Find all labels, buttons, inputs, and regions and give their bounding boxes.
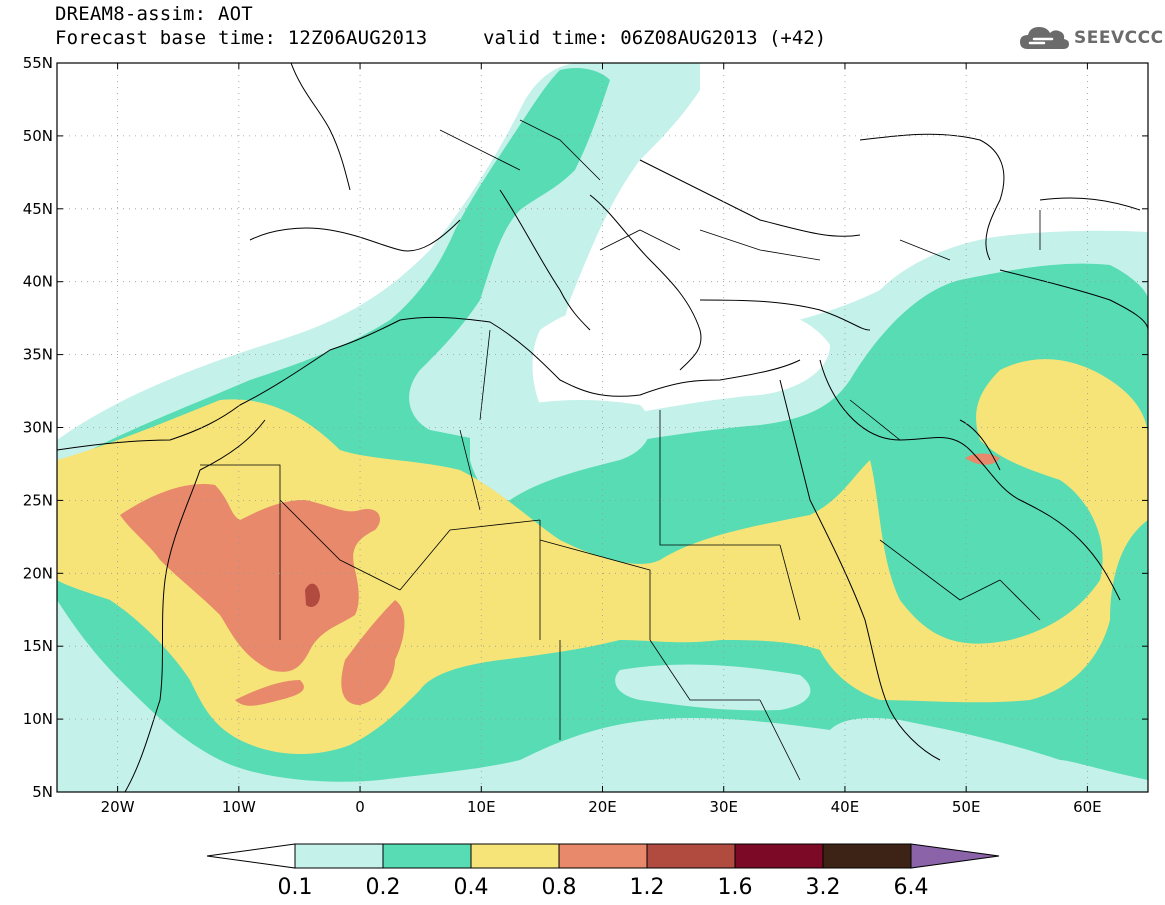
coastlines [57,63,1148,792]
lon-tick-label: 60E [1073,798,1102,816]
colorbar-swatch [294,843,384,869]
contour-0.8 [120,484,380,672]
contour-0.8-gulf [965,453,1000,465]
contour-0.1-south [615,664,811,711]
colorbar-label: 1.2 [630,875,665,900]
lon-tick-label: 30E [709,798,738,816]
forecast-base-time: Forecast base time: 12Z06AUG2013 [55,27,428,49]
lon-tick-label: 50E [952,798,981,816]
lat-tick-label: 50N [23,127,53,145]
colorbar-label: 1.6 [718,875,753,900]
lat-tick-label: 45N [23,200,53,218]
lat-tick-label: 10N [23,710,53,728]
logo-text: SEEVCCC [1074,28,1164,48]
colorbar-label: 0.4 [454,875,489,900]
colorbar-swatch [734,843,824,869]
colorbar-arrow-high [910,843,1000,869]
colorbar-label: 3.2 [806,875,841,900]
colorbar-swatch [470,843,560,869]
colorbar-label: 0.8 [542,875,577,900]
lat-tick-label: 15N [23,637,53,655]
contour-0.1-west [57,726,177,792]
valid-time: valid time: 06Z08AUG2013 (+42) [483,27,827,49]
colorbar-swatch [646,843,736,869]
lat-tick-label: 35N [23,346,53,364]
lat-tick-label: 30N [23,419,53,437]
lon-tick-label: 10W [222,798,256,816]
colorbar-arrow-low [206,843,296,869]
country-borders [200,119,1041,781]
colorbar-label: 0.1 [278,875,313,900]
lon-tick-label: 20E [588,798,617,816]
contour-0.8-south [341,600,405,705]
lat-tick-label: 25N [23,491,53,509]
colorbar-swatch [558,843,648,869]
lat-tick-label: 40N [23,273,53,291]
lon-tick-label: 40E [831,798,860,816]
contour-0.4-africa [57,359,1148,755]
lon-tick-label: 20W [101,798,135,816]
map-title: DREAM8-assim: AOT [55,3,253,25]
clear-central-med [532,298,830,418]
cloud-icon [1020,27,1069,49]
lon-tick-label: 10E [467,798,496,816]
seevccc-logo: SEEVCCC [1018,23,1164,53]
lat-tick-label: 20N [23,564,53,582]
colorbar-swatch [822,843,912,869]
map-ticks: 20W 10W 0 10E 20E 30E 40E 50E 60E 55N 50N 45N 40N 35N… [23,54,1148,816]
colorbar-label: 6.4 [894,875,929,900]
contour-1.2 [305,583,320,607]
lat-tick-label: 5N [32,783,53,801]
lat-tick-label: 55N [23,54,53,72]
colorbar-swatch [382,843,472,869]
lon-tick-label: 0 [355,798,365,816]
colorbar-label: 0.2 [366,875,401,900]
colorbar: 0.1 0.2 0.4 0.8 1.2 1.6 3.2 6.4 [206,843,1000,900]
contour-0.8-arm [235,680,304,706]
contour-0.1-sahara [470,400,651,501]
contour-fields [57,63,1148,792]
